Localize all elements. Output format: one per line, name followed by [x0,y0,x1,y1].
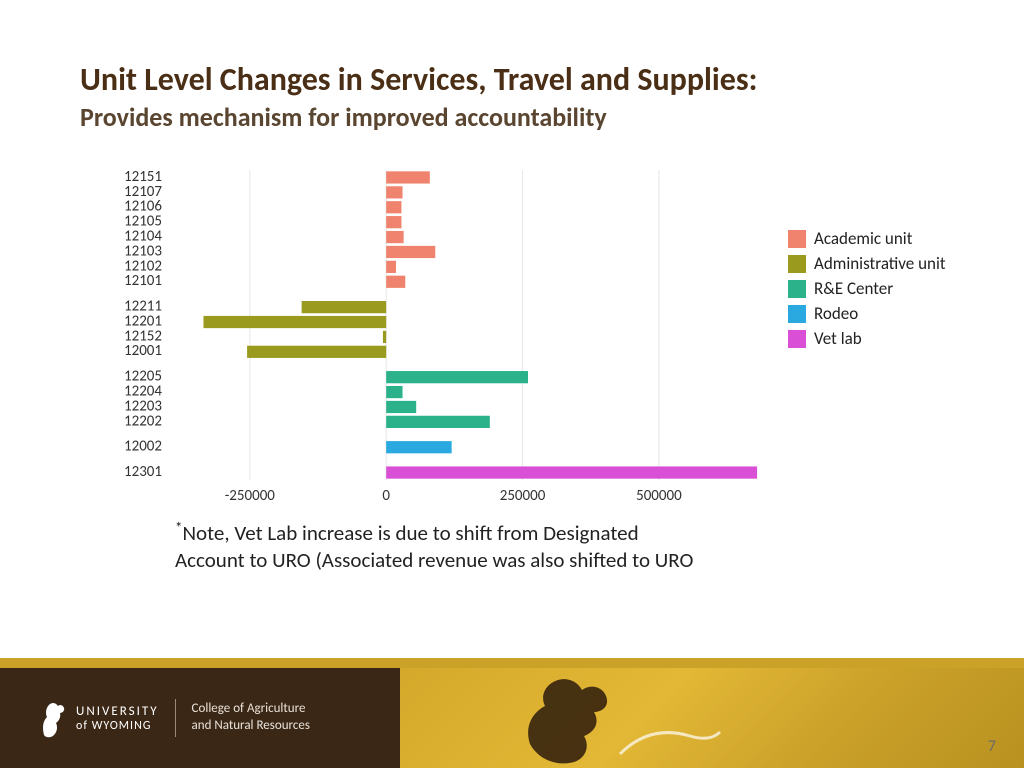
footer: UNIVERSITY of WYOMING College of Agricul… [0,658,1024,768]
footer-gold-stripe [0,658,1024,668]
footnote: *Note, Vet Lab increase is due to shift … [175,520,895,575]
title-main: Unit Level Changes in Services, Travel a… [80,62,960,99]
bucking-horse-icon [40,697,66,739]
legend-item: Academic unit [788,228,946,249]
x-tick-label: -250000 [225,487,276,505]
bar [386,441,451,453]
legend-swatch [788,305,806,323]
x-tick-label: 250000 [500,487,546,505]
x-tick-label: 500000 [636,487,682,505]
college-line2: and Natural Resources [192,718,310,733]
bar [386,386,402,398]
bar [386,401,416,413]
y-tick-label: 12202 [124,412,162,430]
legend-label: Vet lab [814,328,862,349]
legend-label: R&E Center [814,278,893,299]
bar [203,316,386,328]
legend-swatch [788,280,806,298]
legend-label: Rodeo [814,303,858,324]
x-tick-label: 0 [382,487,390,505]
legend: Academic unit Administrative unit R&E Cent… [788,228,946,353]
y-tick-label: 12101 [124,272,162,290]
y-tick-label: 12001 [124,342,162,360]
legend-label: Academic unit [814,228,912,249]
bar [386,276,405,288]
uw-line2: of WYOMING [76,719,159,733]
uw-wordmark: UNIVERSITY of WYOMING [76,704,159,733]
chart-svg: -250000025000050000012151121071210612105… [88,170,788,510]
footer-right-flag: 7 [400,668,1024,768]
bar [386,231,403,243]
college-line1: College of Agriculture [192,701,306,716]
bar [386,261,396,273]
flag-horse-icon [510,674,730,768]
bar [247,346,386,358]
bar [386,371,528,383]
legend-swatch [788,255,806,273]
legend-item: Administrative unit [788,253,946,274]
legend-item: R&E Center [788,278,946,299]
chart: -250000025000050000012151121071210612105… [88,170,948,500]
bar [386,246,435,258]
bar [386,466,757,478]
college-name: College of Agriculture and Natural Resou… [192,701,310,735]
legend-label: Administrative unit [814,253,946,274]
footnote-line2: Account to URO (Associated revenue was a… [175,547,693,573]
bar [386,186,402,198]
y-tick-label: 12002 [124,438,162,456]
page-number: 7 [988,737,996,756]
bar [386,171,430,183]
legend-item: Rodeo [788,303,946,324]
bar [386,216,401,228]
footer-divider [175,699,176,737]
legend-item: Vet lab [788,328,946,349]
uw-logo: UNIVERSITY of WYOMING College of Agricul… [40,697,310,739]
footnote-line1: Note, Vet Lab increase is due to shift f… [182,520,638,546]
title-block: Unit Level Changes in Services, Travel a… [80,62,960,133]
bar [383,331,386,343]
bar [302,301,387,313]
footer-body: UNIVERSITY of WYOMING College of Agricul… [0,668,1024,768]
legend-swatch [788,230,806,248]
uw-line1: UNIVERSITY [76,704,159,719]
bar [386,201,401,213]
slide: Unit Level Changes in Services, Travel a… [0,0,1024,768]
bar [386,416,490,428]
title-sub: Provides mechanism for improved accounta… [80,101,960,133]
legend-swatch [788,330,806,348]
footer-left: UNIVERSITY of WYOMING College of Agricul… [0,668,400,768]
y-tick-label: 12301 [124,463,162,481]
